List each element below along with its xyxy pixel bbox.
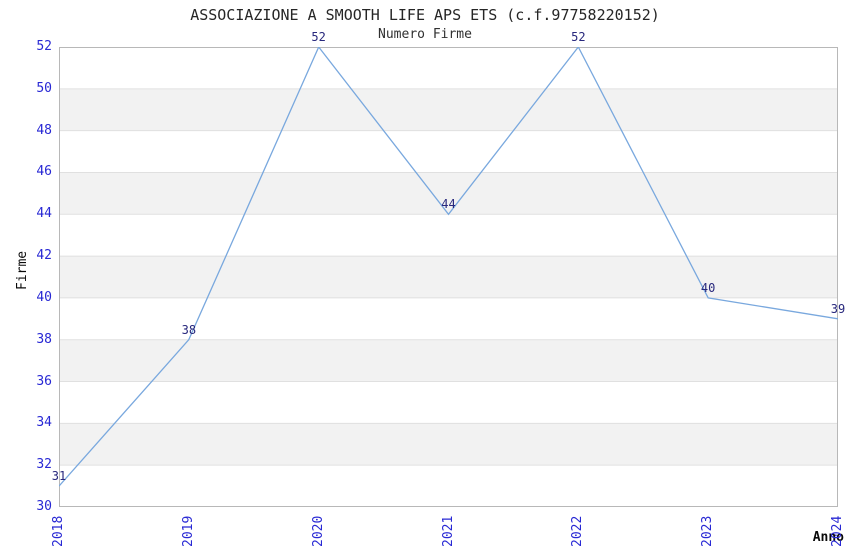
chart-title: ASSOCIAZIONE A SMOOTH LIFE APS ETS (c.f.…	[190, 6, 660, 24]
plot-band	[59, 465, 838, 507]
x-tick-label: 2024	[830, 515, 845, 547]
y-tick-label: 36	[36, 373, 52, 389]
plot-band	[59, 256, 838, 298]
plot-area	[59, 47, 838, 507]
data-point-label: 31	[51, 469, 67, 484]
plot-band	[59, 297, 838, 340]
x-tick-label: 2023	[700, 515, 716, 547]
plot-band	[59, 88, 838, 131]
y-tick-label: 30	[36, 499, 52, 514]
y-tick-label: 48	[36, 122, 52, 138]
y-tick-label: 32	[36, 457, 52, 473]
plot-band	[59, 381, 838, 424]
plot-band	[59, 172, 838, 215]
data-line	[59, 47, 838, 487]
y-tick-label: 52	[36, 39, 52, 54]
x-tick-label: 2021	[440, 515, 456, 547]
x-tick-label: 2022	[570, 515, 586, 547]
y-tick-label: 50	[36, 80, 52, 96]
plot-band	[59, 339, 838, 382]
x-axis-label: Anno	[812, 530, 844, 545]
data-point-label: 39	[830, 301, 846, 316]
chart-subtitle: Numero Firme	[378, 27, 472, 42]
plot-band	[59, 130, 838, 173]
plot-band	[59, 214, 838, 257]
y-tick-label: 44	[36, 206, 52, 222]
y-tick-label: 46	[36, 164, 52, 180]
x-tick-label: 2020	[310, 515, 326, 547]
plot-border	[59, 47, 838, 507]
data-point-label: 52	[571, 30, 586, 44]
plot-band	[59, 423, 838, 466]
y-tick-label: 34	[36, 415, 52, 431]
x-tick-label: 2019	[180, 515, 196, 547]
x-tick-label: 2018	[51, 515, 66, 547]
y-tick-label: 38	[36, 331, 52, 347]
plot-band	[59, 47, 838, 89]
y-tick-label: 42	[36, 248, 52, 264]
data-point-label: 40	[700, 280, 716, 295]
data-point-label: 44	[441, 197, 456, 212]
data-point-label: 52	[311, 30, 326, 44]
data-point-label: 38	[181, 322, 197, 337]
y-tick-label: 40	[36, 289, 52, 305]
